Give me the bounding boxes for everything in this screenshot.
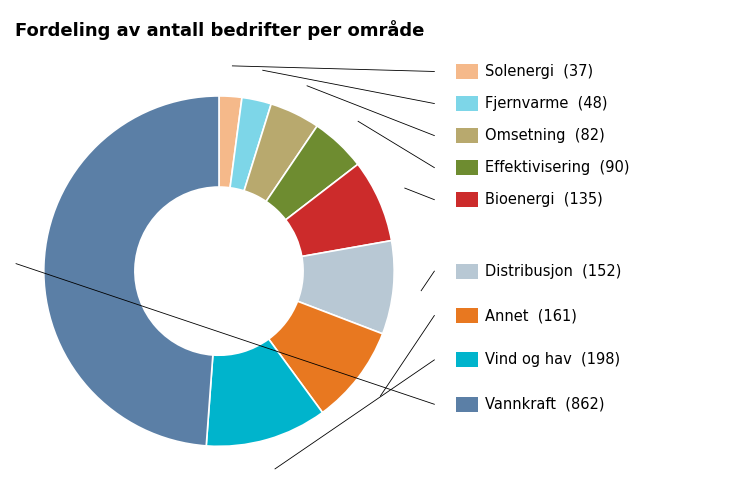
Text: Vannkraft  (862): Vannkraft (862) [485, 397, 605, 412]
Wedge shape [207, 339, 323, 446]
Text: Distribusjon  (152): Distribusjon (152) [485, 264, 622, 279]
Text: Fjernvarme  (48): Fjernvarme (48) [485, 96, 608, 111]
Text: Fordeling av antall bedrifter per område: Fordeling av antall bedrifter per område [15, 20, 424, 40]
Text: Annet  (161): Annet (161) [485, 308, 577, 323]
Text: Bioenergi  (135): Bioenergi (135) [485, 192, 603, 207]
Wedge shape [266, 126, 358, 220]
Wedge shape [269, 301, 383, 413]
Text: Solenergi  (37): Solenergi (37) [485, 64, 593, 79]
Text: Effektivisering  (90): Effektivisering (90) [485, 160, 630, 175]
Wedge shape [230, 98, 272, 191]
Wedge shape [44, 96, 219, 446]
Wedge shape [285, 164, 391, 256]
Text: Omsetning  (82): Omsetning (82) [485, 128, 605, 143]
Text: Vind og hav  (198): Vind og hav (198) [485, 352, 620, 367]
Wedge shape [244, 104, 317, 202]
Wedge shape [298, 241, 394, 334]
Wedge shape [219, 96, 242, 188]
